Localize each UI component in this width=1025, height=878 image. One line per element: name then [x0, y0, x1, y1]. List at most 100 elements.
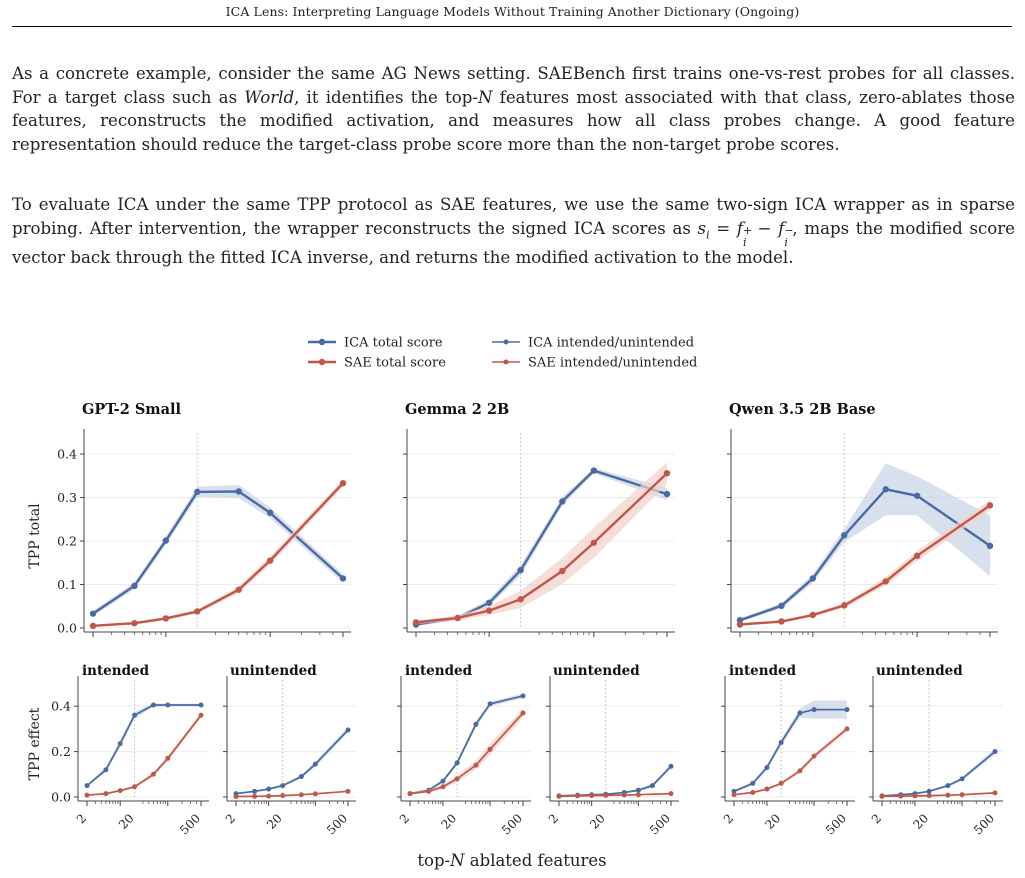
data-point — [764, 764, 770, 770]
data-point — [194, 608, 201, 615]
data-point — [959, 792, 965, 798]
eq-equals: = — [709, 218, 737, 238]
data-point — [280, 783, 286, 789]
data-point — [131, 582, 138, 590]
data-point — [778, 618, 785, 625]
header-rule — [12, 26, 1012, 27]
data-point — [590, 467, 598, 474]
eq-f2-sub: i — [784, 235, 788, 249]
x-tick-label: 20 — [116, 811, 137, 832]
eq-f1-sup: + — [743, 223, 753, 237]
series-band — [416, 462, 667, 625]
data-point — [412, 619, 420, 626]
panel-title: unintended — [876, 663, 963, 679]
data-point — [926, 788, 932, 794]
data-point — [913, 552, 921, 560]
x-tick-label: 2 — [397, 811, 412, 826]
x-tick-label: 20 — [911, 811, 932, 832]
data-point — [473, 721, 479, 727]
p1-class-world: World — [244, 87, 295, 107]
panel-title: unintended — [553, 663, 640, 679]
eq-f2-sup: − — [784, 223, 794, 237]
data-point — [945, 783, 951, 789]
data-point — [959, 776, 965, 782]
x-tick-label: 20 — [264, 811, 285, 832]
p2-text-b: , maps the modified score vector back th… — [12, 218, 1016, 268]
panel-title: Qwen 3.5 2B Base — [729, 401, 876, 418]
data-point — [235, 488, 242, 495]
data-point — [882, 578, 889, 585]
panel-title: GPT-2 Small — [82, 401, 182, 418]
x-tick-label: 20 — [763, 811, 784, 832]
legend-entry: ICA intended/unintended — [492, 336, 694, 351]
x-tick-label: 2 — [869, 811, 884, 826]
data-point — [750, 780, 756, 786]
series-line — [415, 472, 668, 624]
data-point — [280, 793, 286, 799]
data-point — [487, 701, 493, 707]
data-point — [778, 740, 784, 745]
data-point — [879, 793, 885, 799]
data-point — [150, 702, 156, 708]
legend-swatch-marker — [318, 338, 326, 346]
x-tick-label: 2 — [721, 811, 736, 826]
legend-label: ICA total score — [344, 336, 443, 351]
data-point — [811, 707, 817, 713]
data-point — [454, 760, 460, 766]
eq-f2: f — [778, 218, 785, 238]
data-point — [913, 492, 921, 499]
x-tick-label: 2 — [223, 811, 238, 826]
data-point — [198, 702, 204, 708]
data-point — [986, 502, 994, 509]
x-tick-label: 2 — [74, 811, 89, 826]
data-point — [575, 793, 581, 799]
data-point — [603, 792, 609, 798]
panel-title: unintended — [230, 663, 317, 679]
data-point — [485, 599, 493, 606]
data-point — [520, 710, 526, 716]
eq-f1-sub: i — [743, 235, 747, 249]
data-point — [131, 620, 138, 627]
data-point — [487, 746, 493, 752]
data-point — [473, 762, 479, 768]
data-point — [764, 786, 770, 792]
y-tick-label: 0.4 — [51, 699, 71, 714]
panel-title: intended — [729, 663, 797, 679]
data-point — [590, 539, 598, 546]
series-band — [416, 468, 667, 627]
data-point — [345, 727, 351, 733]
data-point — [559, 567, 566, 575]
series-line — [409, 712, 524, 795]
p1-text-c: , it identifies the top- — [294, 87, 478, 107]
data-point — [736, 621, 744, 628]
data-point — [252, 793, 258, 799]
series-line — [92, 490, 344, 615]
data-point — [663, 469, 671, 477]
data-point — [150, 771, 156, 777]
data-point — [454, 614, 461, 622]
y-tick-label: 0.0 — [51, 790, 71, 805]
data-point — [912, 793, 918, 799]
series-line — [558, 765, 672, 797]
data-point — [797, 710, 803, 716]
data-point — [520, 693, 526, 699]
x-tick-label: 500 — [324, 811, 350, 837]
data-point — [117, 741, 123, 747]
series-line — [92, 482, 344, 627]
data-point — [926, 793, 932, 799]
series-line — [881, 750, 996, 797]
x-tick-label: 500 — [823, 811, 849, 837]
data-point — [750, 789, 756, 795]
data-point — [162, 615, 170, 622]
paragraph-tpp-example: As a concrete example, consider the same… — [12, 62, 1015, 156]
panel-gemma-intended: 2 20 500 intended — [397, 663, 531, 837]
data-point — [426, 788, 432, 794]
data-point — [668, 763, 674, 769]
data-point — [517, 596, 524, 603]
p1-text-a: As a concrete example, consider the same… — [12, 64, 1015, 107]
data-point — [841, 532, 848, 539]
data-point — [132, 784, 138, 790]
data-point — [668, 791, 674, 797]
data-point — [235, 586, 242, 593]
y-tick-label: 0.1 — [57, 577, 77, 592]
